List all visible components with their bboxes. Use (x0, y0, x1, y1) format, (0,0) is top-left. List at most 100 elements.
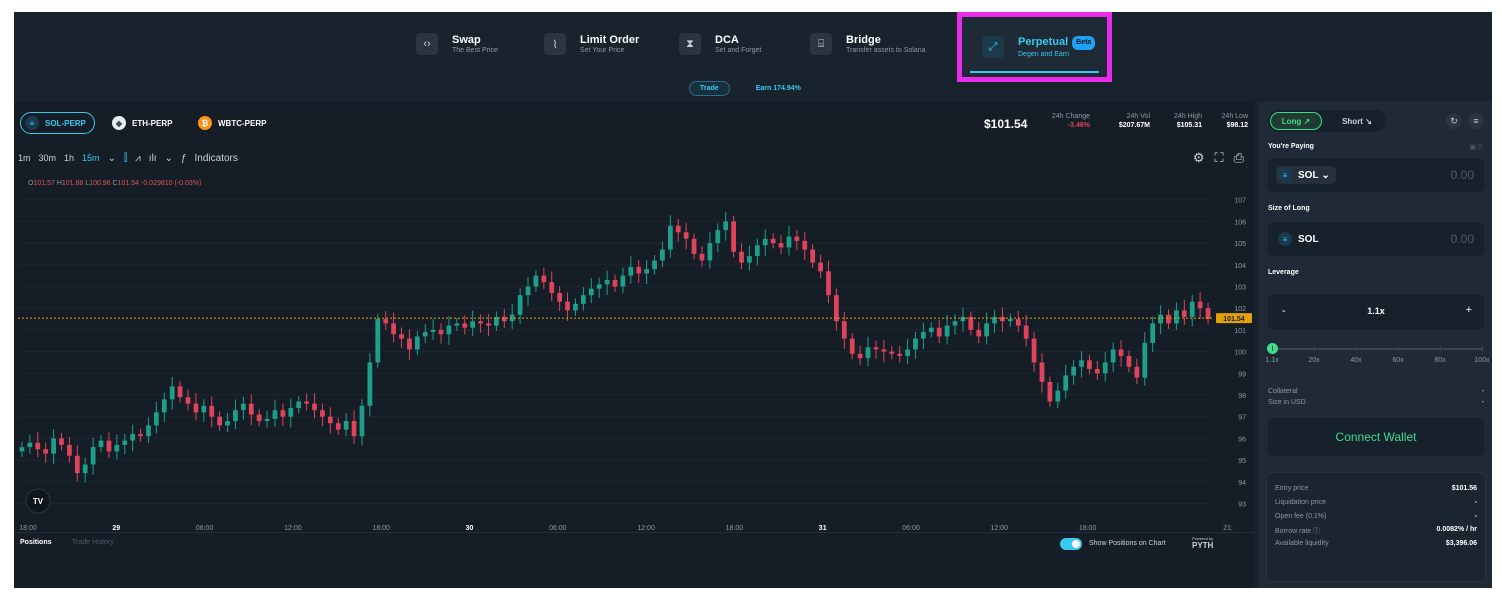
slider-tick-label: 60x (1392, 357, 1404, 364)
stat-24h-change: 24h Change -3.46% (1052, 112, 1090, 131)
paying-amount[interactable]: 0.00 (1450, 168, 1474, 182)
candle-body (739, 251, 744, 263)
candlestick-type-icon[interactable]: ⫿ (123, 152, 128, 164)
nav-bridge[interactable]: ⌸ Bridge Transfer assets to Solana (810, 26, 926, 62)
candle-body (944, 325, 950, 337)
candle-body (359, 405, 365, 437)
candle-body (1118, 349, 1124, 356)
candle-body (620, 275, 626, 287)
bar-chart-icon[interactable]: ılı (148, 152, 157, 164)
chevron-down-icon[interactable]: ⌄ (164, 152, 173, 164)
chevron-down-icon[interactable]: ⌄ (107, 152, 116, 164)
nav-swap[interactable]: ‹› Swap The Best Price (416, 26, 498, 62)
size-input[interactable]: ≡ SOL 0.00 (1268, 222, 1484, 256)
indicators-icon[interactable]: ƒ (180, 152, 187, 164)
paying-token-select[interactable]: ≡ SOL ⌄ (1276, 166, 1336, 184)
show-positions-toggle[interactable] (1060, 538, 1082, 550)
candle-body (35, 442, 41, 450)
candle-body (509, 314, 515, 322)
candle-body (74, 455, 80, 474)
tab-trade[interactable]: Trade (689, 80, 730, 96)
fullscreen-icon[interactable]: ⛶ (1214, 150, 1224, 165)
long-button[interactable]: Long ↗ (1270, 112, 1322, 130)
y-tick-label: 102 (1234, 306, 1246, 313)
leverage-plus-button[interactable]: + (1465, 304, 1472, 316)
leverage-stepper: - 1.1x + (1268, 294, 1484, 330)
slider-tick-label: 100x (1474, 357, 1490, 364)
info-row: Liquidation price - (1275, 499, 1477, 506)
candle-body (557, 293, 563, 302)
timeframe-30m[interactable]: 30m (38, 153, 57, 163)
x-tick-label: 18:00 (372, 525, 390, 532)
nav-limit-order[interactable]: ⌇ Limit Order Set Your Price (544, 26, 639, 62)
position-info: Entry price $101.56 Liquidation price - Op… (1266, 472, 1486, 582)
paying-input[interactable]: ≡ SOL ⌄ 0.00 (1268, 158, 1484, 192)
candle-body (217, 416, 223, 426)
candle-body (391, 323, 396, 335)
market-sol-perp[interactable]: ≡ SOL-PERP (20, 112, 95, 134)
candle-body (1110, 349, 1116, 363)
tab-earn[interactable]: Earn 174.94% (755, 84, 801, 92)
size-amount[interactable]: 0.00 (1450, 232, 1474, 246)
y-tick-label: 103 (1234, 284, 1246, 291)
candle-body (280, 410, 286, 417)
candle-body (1007, 319, 1013, 322)
nav-subtitle: Degen and Earn (1018, 50, 1069, 58)
nav-subtitle: The Best Price (452, 46, 498, 54)
candle-body (1166, 314, 1171, 324)
candle-body (628, 266, 634, 276)
x-tick-label: 30 (466, 525, 474, 532)
candle-body (667, 225, 673, 250)
timeframe-15m[interactable]: 15m (82, 153, 100, 163)
paying-label: You're Paying (1268, 143, 1314, 150)
market-wbtc-perp[interactable]: ₿ WBTC-PERP (198, 112, 266, 134)
x-tick-label: 18:00 (726, 525, 744, 532)
refresh-icon[interactable]: ↻ (1446, 113, 1462, 129)
candle-body (414, 336, 420, 350)
candle-body (335, 423, 341, 430)
candle-body (130, 434, 136, 441)
candle-body (596, 284, 602, 289)
timeframe-1m[interactable]: 1m (18, 153, 31, 163)
candle-body (106, 440, 112, 452)
connect-wallet-button[interactable]: Connect Wallet (1268, 418, 1484, 456)
candle-body (881, 349, 887, 352)
tab-positions[interactable]: Positions (20, 539, 52, 546)
candle-body (51, 438, 56, 454)
current-price: $101.54 (984, 117, 1028, 131)
settings-sliders-icon[interactable]: ≡ (1468, 113, 1484, 129)
price-chart[interactable]: 93 94 95 96 97 98 99 100 101 102 103 104 105 106 107 10… (14, 170, 1254, 520)
leverage-minus-button[interactable]: - (1282, 305, 1286, 317)
camera-screenshot-icon[interactable]: ⎙ (1233, 150, 1244, 165)
candle-body (327, 416, 333, 424)
candle-body (478, 321, 483, 324)
y-tick-label: 107 (1234, 198, 1246, 205)
candle-body (407, 338, 412, 350)
collateral-value: - (1481, 388, 1484, 395)
compare-chart-icon[interactable]: ⩘ (135, 152, 141, 164)
candle-body (264, 418, 270, 422)
nav-dca[interactable]: ⧗ DCA Set and Forget (679, 26, 761, 62)
candle-body (67, 444, 72, 456)
candle-body (486, 323, 491, 326)
candle-body (731, 221, 736, 252)
info-label: Available liquidity (1275, 540, 1329, 547)
candle-body (565, 301, 570, 311)
positions-bar: Positions Trade History Show Positions o… (14, 532, 1254, 588)
nav-perpetual[interactable]: ⤢ Perpetual Beta Degen and Earn (982, 29, 1096, 65)
x-tick-label: 29 (112, 525, 120, 532)
timeframe-1h[interactable]: 1h (64, 153, 75, 163)
indicators-button[interactable]: Indicators (194, 152, 238, 164)
leverage-slider-track[interactable] (1272, 348, 1482, 350)
tab-trade-history[interactable]: Trade History (72, 539, 114, 546)
candle-body (1015, 319, 1021, 326)
settings-gear-icon[interactable]: ⚙ (1192, 150, 1205, 165)
candle-body (1102, 362, 1108, 374)
candle-body (984, 323, 990, 337)
candle-body (905, 349, 910, 356)
candle-body (573, 303, 578, 311)
market-eth-perp[interactable]: ◆ ETH-PERP (112, 112, 172, 134)
short-button[interactable]: Short ↘ (1330, 112, 1384, 130)
candle-body (256, 414, 262, 422)
candle-body (462, 323, 468, 328)
